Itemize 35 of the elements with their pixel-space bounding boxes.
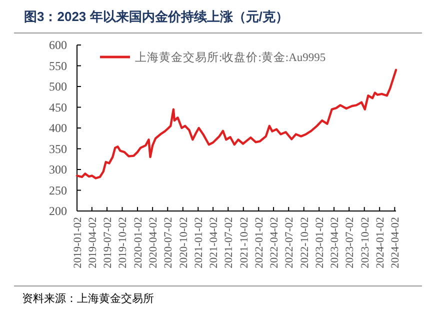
x-tick-label: 2023-04-02 [329, 217, 342, 268]
x-tick-label: 2021-01-02 [193, 217, 206, 268]
y-tick-label: 550 [49, 58, 67, 73]
y-tick-label: 450 [49, 100, 67, 114]
x-tick-label: 2024-04-02 [390, 217, 402, 268]
x-tick-label: 2023-01-02 [314, 217, 326, 268]
x-tick-label: 2020-01-02 [132, 217, 144, 268]
y-tick-label: 600 [49, 38, 67, 52]
x-tick-label: 2019-07-02 [102, 217, 114, 268]
x-tick-label: 2019-04-02 [86, 217, 99, 268]
x-tick-label: 2024-01-02 [374, 217, 387, 268]
x-tick-label: 2022-04-02 [268, 217, 281, 268]
y-tick-label: 400 [49, 121, 67, 135]
y-tick-label: 250 [49, 183, 67, 198]
x-tick-label: 2020-04-02 [148, 217, 160, 268]
x-tick-label: 2023-10-02 [359, 217, 372, 268]
x-tick-label: 2023-07-02 [344, 217, 356, 268]
y-tick-label: 350 [49, 142, 67, 156]
line-series [76, 68, 398, 180]
x-tick-label: 2021-07-02 [223, 217, 236, 268]
x-tick-label: 2022-10-02 [298, 217, 311, 268]
y-tick-label: 300 [49, 162, 67, 176]
x-tick-label: 2020-10-02 [178, 217, 190, 268]
y-tick-label: 200 [49, 204, 67, 218]
chart-title: 图3：2023 年以来国内金价持续上涨（元/克） [24, 9, 288, 24]
x-tick-label: 2020-07-02 [162, 217, 175, 268]
x-tick-label: 2022-07-02 [284, 217, 296, 268]
text: 资料来源：上海黄金交易所 [22, 292, 154, 305]
x-tick-label: 2022-01-02 [254, 217, 266, 268]
x-tick-label: 2019-01-02 [72, 217, 84, 268]
y-tick-label: 500 [49, 80, 67, 94]
x-tick-label: 2019-10-02 [117, 217, 130, 268]
legend-label: 上海黄金交易所:收盘价:黄金:Au9995 [135, 50, 326, 64]
x-tick-label: 2021-04-02 [208, 217, 220, 268]
x-tick-label: 2021-10-02 [238, 217, 250, 268]
